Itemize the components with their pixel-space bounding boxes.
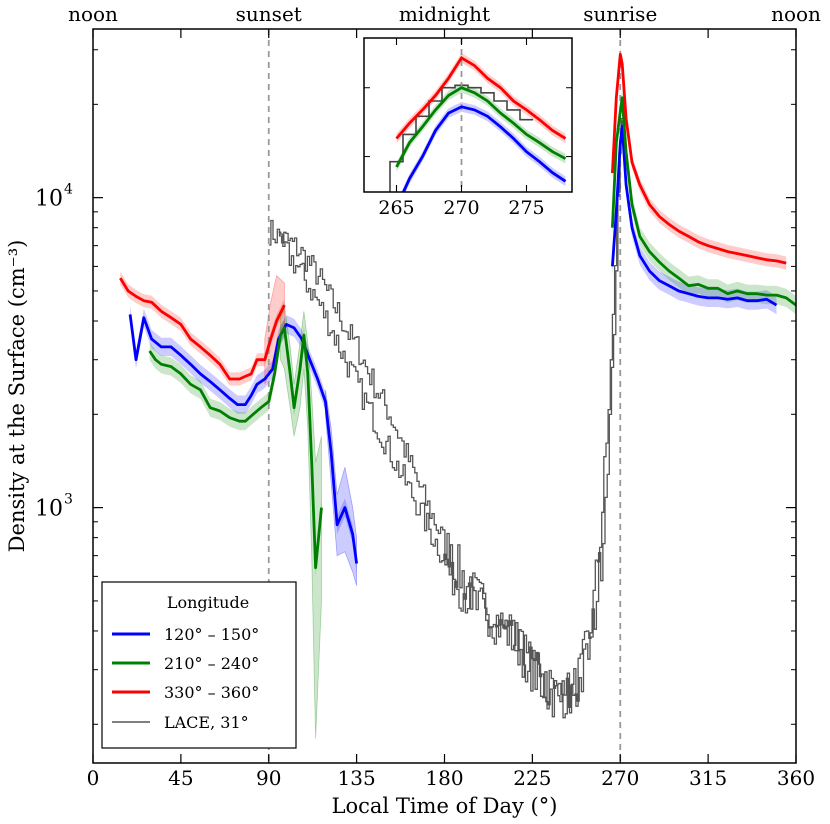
y-axis-label: Density at the Surface (cm⁻³) [5, 240, 29, 553]
inset-band-blue [401, 102, 566, 192]
x-tick-label: 45 [168, 766, 193, 790]
lace-line-0 [268, 106, 624, 719]
lace-line-1 [278, 120, 623, 710]
top-label: midnight [399, 2, 490, 26]
series-line-2-0 [119, 277, 286, 381]
y-tick-label-exponent: 3 [64, 492, 73, 508]
series-line-0-1 [611, 124, 778, 307]
model-series [119, 52, 797, 570]
band-1-1 [612, 88, 796, 315]
legend-entry-1: 120° – 150° [164, 625, 259, 644]
axis-ticks [92, 29, 797, 763]
legend-title: Longitude [167, 593, 249, 612]
x-tick-label: 0 [87, 766, 100, 790]
series-line-0-0 [128, 314, 358, 564]
y-tick-label: 10 [35, 497, 63, 522]
x-tick-label: 90 [256, 766, 281, 790]
lace-series [268, 106, 624, 719]
legend-entry-2: 210° – 240° [164, 654, 259, 673]
inset-frame [363, 37, 573, 193]
x-tick-label: 135 [338, 766, 376, 790]
legend: Longitude 120° – 150° 210° – 240° 330° –… [101, 581, 297, 749]
x-axis-label: Local Time of Day (°) [332, 794, 558, 818]
x-tick-label: 225 [513, 766, 551, 790]
legend-box [101, 581, 297, 749]
y-tick-label-exponent: 4 [64, 182, 73, 198]
x-tick-label: 180 [425, 766, 463, 790]
inset-lace-steps [389, 84, 533, 192]
inset-content [389, 38, 567, 192]
legend-entry-4: LACE, 31° [164, 713, 249, 732]
series-line-1-1 [611, 96, 797, 307]
series-line-2-1 [611, 52, 787, 265]
axis-labels: 0 45 90 135 180 225 270 315 360 noon sunset midnigh… [5, 2, 821, 818]
wide-band-0-0 [325, 389, 357, 586]
y-tick-label: 10 [35, 187, 63, 212]
inset-x-tick-label: 265 [378, 197, 414, 219]
x-tick-label: 270 [601, 766, 639, 790]
top-label: sunrise [583, 2, 657, 26]
top-label: noon [771, 2, 821, 26]
inset-x-tick-label: 275 [508, 197, 544, 219]
x-tick-label: 360 [777, 766, 815, 790]
top-label: sunset [236, 2, 302, 26]
inset-line-blue [401, 105, 567, 192]
series-line-1-0 [148, 326, 323, 570]
inset-line-green [395, 86, 567, 168]
legend-entry-3: 330° – 360° [164, 683, 259, 702]
wide-band-1-0 [280, 303, 322, 739]
inset-background [364, 38, 572, 192]
band-1-0 [149, 318, 322, 577]
top-label: noon [68, 2, 118, 26]
band-0-0 [130, 305, 357, 573]
inset-plot: 265 270 275 [363, 37, 573, 219]
inset-x-tick-label: 270 [443, 197, 479, 219]
x-tick-label: 315 [689, 766, 727, 790]
inset-line-red [395, 56, 567, 140]
